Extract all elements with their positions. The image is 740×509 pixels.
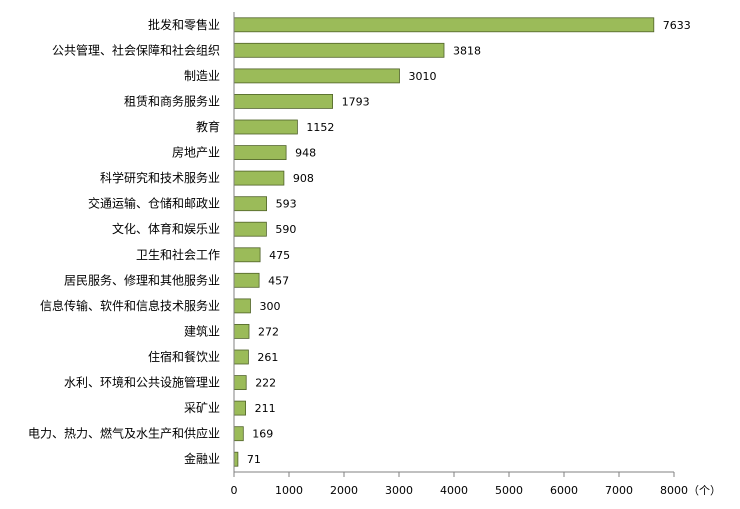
x-axis-ticks: 0 1000 2000 3000 4000 5000 6000 7000 8000 xyxy=(231,472,688,497)
category-label: 电力、热力、燃气及水生产和供应业 xyxy=(28,426,220,441)
x-tick-label: 3000 xyxy=(385,484,413,497)
data-label: 457 xyxy=(268,274,289,287)
value-labels: 7633 3818 3010 1793 1152 948 908 593 590 475 457 30… xyxy=(247,19,691,466)
bar xyxy=(233,94,333,109)
x-tick-label: 0 xyxy=(231,484,238,497)
x-tick-label: 5000 xyxy=(495,484,523,497)
category-label: 居民服务、修理和其他服务业 xyxy=(64,272,220,287)
category-label: 建筑业 xyxy=(184,323,220,338)
data-label: 211 xyxy=(255,402,276,415)
data-label: 1793 xyxy=(342,95,370,108)
bar xyxy=(233,196,267,212)
bar xyxy=(233,119,298,135)
data-label: 3010 xyxy=(409,70,437,83)
data-label: 908 xyxy=(293,172,314,185)
bar xyxy=(233,349,249,365)
x-tick-label: 4000 xyxy=(440,484,468,497)
data-label: 169 xyxy=(252,428,273,441)
bar xyxy=(233,145,287,161)
category-label: 住宿和餐饮业 xyxy=(148,349,220,364)
data-label: 300 xyxy=(260,300,281,313)
bar xyxy=(233,68,400,84)
bars-layer xyxy=(233,17,655,467)
x-axis-unit-label: （个） xyxy=(688,484,721,497)
category-label: 公共管理、社会保障和社会组织 xyxy=(52,42,220,57)
category-label: 卫生和社会工作 xyxy=(136,247,220,262)
bar xyxy=(233,247,261,263)
category-label: 房地产业 xyxy=(172,145,220,160)
bar xyxy=(233,42,445,58)
category-label: 制造业 xyxy=(184,69,220,83)
category-label: 采矿业 xyxy=(184,401,220,415)
category-label: 科学研究和技术服务业 xyxy=(100,170,220,185)
x-tick-label: 8000 xyxy=(660,484,688,497)
data-label: 475 xyxy=(269,249,290,262)
bar xyxy=(233,17,655,33)
x-tick-label: 6000 xyxy=(550,484,578,497)
bar xyxy=(233,323,250,339)
category-label: 信息传输、软件和信息技术服务业 xyxy=(40,298,220,313)
category-label: 租赁和商务服务业 xyxy=(124,93,220,108)
category-labels: 批发和零售业公共管理、社会保障和社会组织制造业租赁和商务服务业教育房地产业科学研… xyxy=(28,17,220,466)
category-label: 水利、环境和公共设施管理业 xyxy=(64,375,220,390)
bar xyxy=(233,221,267,237)
data-label: 222 xyxy=(255,377,276,390)
data-label: 261 xyxy=(257,351,278,364)
x-tick-label: 2000 xyxy=(330,484,358,497)
data-label: 590 xyxy=(275,223,296,236)
data-label: 71 xyxy=(247,453,261,466)
x-tick-label: 1000 xyxy=(275,484,303,497)
bar xyxy=(233,170,285,186)
data-label: 3818 xyxy=(453,44,481,57)
data-label: 1152 xyxy=(306,121,334,134)
x-tick-label: 7000 xyxy=(605,484,633,497)
bar xyxy=(233,272,260,288)
bar xyxy=(233,426,244,442)
category-label: 交通运输、仓储和邮政业 xyxy=(88,196,220,211)
data-label: 7633 xyxy=(663,19,691,32)
data-label: 948 xyxy=(295,147,316,160)
category-label: 批发和零售业 xyxy=(148,17,220,32)
bar xyxy=(233,451,239,467)
category-label: 金融业 xyxy=(184,451,220,466)
data-label: 593 xyxy=(276,198,297,211)
bar xyxy=(233,400,247,416)
category-label: 教育 xyxy=(196,119,220,134)
bar xyxy=(233,298,251,314)
category-label: 文化、体育和娱乐业 xyxy=(112,221,220,236)
bar xyxy=(233,375,247,391)
data-label: 272 xyxy=(258,325,279,338)
